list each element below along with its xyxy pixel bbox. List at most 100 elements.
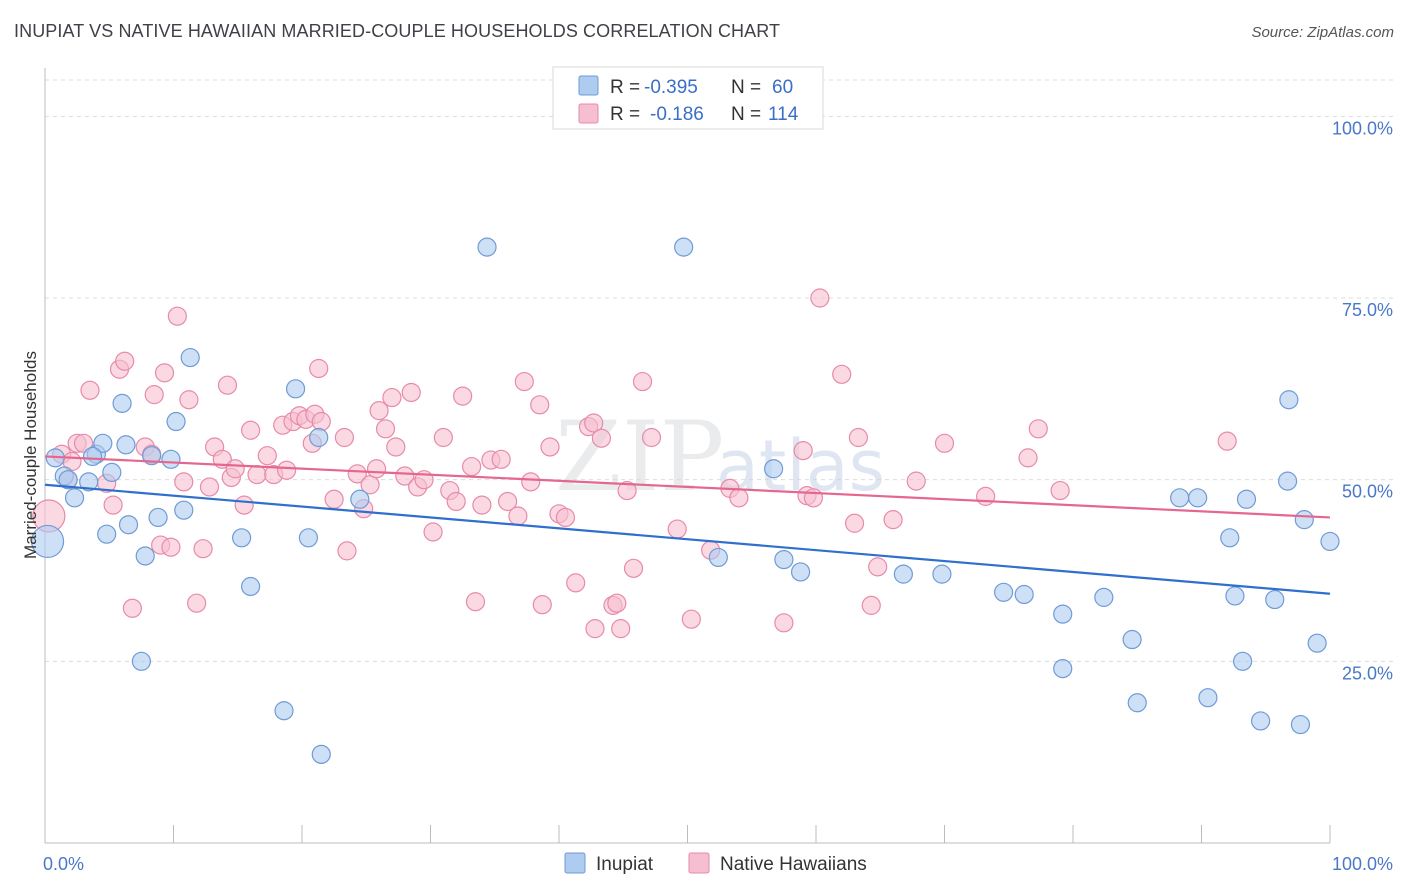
inupiat-point [708, 547, 728, 568]
hawaiian-point [225, 459, 245, 479]
hawaiian-point [555, 507, 576, 528]
inupiat-points [30, 237, 1340, 764]
inupiat-point [1225, 586, 1245, 606]
legend-r-value-hawaiian: -0.186 [650, 104, 704, 125]
inupiat-point [1127, 693, 1147, 713]
inupiat-point [790, 562, 811, 582]
hawaiian-point [774, 613, 794, 633]
inupiat-point [102, 462, 122, 482]
inupiat-point [166, 411, 186, 432]
inupiat-point [350, 489, 370, 509]
inupiat-point [112, 393, 132, 413]
hawaiian-point [868, 557, 888, 577]
hawaiian-point [366, 459, 387, 479]
hawaiian-point [122, 598, 142, 618]
inupiat-point [311, 744, 331, 764]
series-legend-label-inupiat: Inupiat [596, 854, 654, 875]
inupiat-point [1094, 587, 1114, 607]
hawaiian-point [532, 595, 552, 615]
hawaiian-point [883, 510, 903, 530]
hawaiian-point [369, 401, 389, 421]
x-tick-label-min: 0.0% [43, 854, 84, 874]
inupiat-point [774, 549, 794, 570]
legend-n-label-hawaiian: N = [731, 104, 761, 125]
inupiat-point [994, 582, 1014, 602]
inupiat-point [1251, 711, 1271, 731]
inupiat-point [64, 488, 85, 508]
legend-swatch-hawaiian [578, 103, 599, 124]
inupiat-point [131, 651, 151, 671]
hawaiian-point [810, 288, 830, 308]
hawaiian-point [324, 489, 344, 509]
inupiat-point [1220, 528, 1240, 548]
inupiat-trend-line [44, 483, 1331, 595]
hawaiian-point [311, 411, 331, 432]
inupiat-point [1277, 471, 1298, 491]
hawaiian-point [174, 472, 194, 492]
hawaiian-point [386, 437, 406, 457]
hawaiian-point [199, 477, 220, 497]
hawaiian-point [641, 427, 662, 448]
hawaiian-point [1050, 480, 1070, 501]
hawaiian-point [514, 371, 534, 392]
hawaiian-point [1018, 448, 1038, 468]
inupiat-point [932, 564, 952, 584]
watermark: ZIP atlas [555, 401, 885, 513]
inupiat-point [180, 347, 200, 368]
hawaiian-point [591, 428, 612, 448]
inupiat-point [1053, 604, 1073, 624]
inupiat-point [1198, 688, 1218, 708]
inupiat-point [1307, 633, 1327, 653]
inupiat-point [79, 472, 99, 492]
series-legend-label-hawaiian: Native Hawaiians [720, 854, 867, 875]
hawaiian-point [433, 427, 453, 448]
hawaiian-point [347, 464, 367, 484]
legend-r-label-inupiat: R = [610, 77, 640, 98]
inupiat-point [1236, 489, 1257, 509]
inupiat-point [174, 500, 194, 520]
hawaiian-point [337, 541, 357, 561]
inupiat-point [309, 427, 329, 448]
hawaiian-point [1028, 419, 1048, 439]
hawaiian-point [453, 386, 473, 406]
axes [44, 68, 1331, 844]
hawaiian-point [276, 460, 297, 480]
inupiat-point [1233, 651, 1253, 671]
native-hawaiians-points [32, 288, 1237, 639]
hawaiian-point [530, 395, 550, 415]
correlation-legend: R = -0.395 N = 60 R = -0.186 N = 114 [552, 66, 824, 130]
inupiat-point [674, 237, 694, 257]
hawaiian-point [144, 385, 164, 405]
hawaiian-point [241, 420, 261, 440]
inupiat-point [118, 515, 139, 535]
series-legend-swatch-inupiat [564, 852, 586, 874]
inupiat-point [1265, 589, 1285, 610]
hawaiian-point [611, 619, 631, 639]
legend-r-label-hawaiian: R = [610, 104, 640, 125]
grid-lines [45, 79, 1393, 662]
series-legend: Inupiat Native Hawaiians [564, 852, 867, 875]
hawaiian-point [498, 491, 518, 512]
inupiat-point [30, 524, 65, 559]
trend-lines [44, 455, 1331, 595]
hawaiian-point [976, 486, 996, 506]
hawaiian-point [861, 595, 881, 615]
series-legend-swatch-hawaiian [688, 852, 710, 874]
legend-n-value-hawaiian: 114 [768, 104, 799, 125]
inupiat-point [161, 449, 181, 469]
hawaiian-point [832, 364, 852, 384]
hawaiian-point [667, 519, 687, 539]
hawaiian-point [540, 437, 560, 457]
inupiat-point [477, 237, 497, 257]
inupiat-point [1290, 714, 1311, 735]
hawaiian-point [491, 449, 511, 469]
inupiat-point [241, 576, 261, 597]
hawaiian-point [623, 558, 644, 578]
inupiat-point [116, 435, 136, 455]
inupiat-point [97, 524, 117, 544]
hawaiian-point [401, 382, 421, 403]
inupiat-point [1122, 629, 1142, 650]
hawaiian-point [934, 433, 955, 453]
inupiat-point [58, 470, 78, 490]
inupiat-point [1294, 510, 1314, 530]
